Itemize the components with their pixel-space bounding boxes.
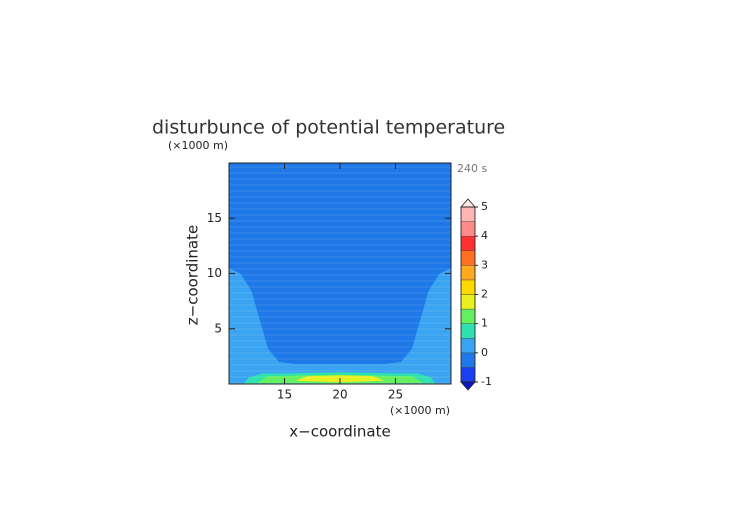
x-tick-label: 15 [277, 388, 292, 402]
colorbar-extend-high [460, 198, 476, 208]
y-tick-label: 10 [207, 266, 222, 280]
colorbar-segment [460, 367, 476, 383]
y-axis-label: z−coordinate [184, 225, 202, 325]
colorbar-tick-label: 5 [481, 200, 488, 213]
colorbar-tick-label: 0 [481, 346, 488, 359]
colorbar-tick-label: 1 [481, 317, 488, 330]
colorbar-segment [460, 265, 476, 281]
colorbar-tick-label: 4 [481, 229, 488, 242]
colorbar-segment [460, 352, 476, 368]
y-tick-label: 15 [207, 211, 222, 225]
y-unit: (×1000 m) [168, 139, 228, 152]
colorbar-segment [460, 250, 476, 266]
colorbar-tick-label: 3 [481, 258, 488, 271]
colorbar-segment [460, 221, 476, 237]
plot-area [229, 163, 451, 384]
colorbar-tick-label: 2 [481, 288, 488, 301]
colorbar-segment [460, 338, 476, 354]
x-tick-label: 25 [388, 388, 403, 402]
colorbar-segment [460, 294, 476, 310]
colorbar-segment [460, 323, 476, 339]
colorbar-segment [460, 206, 476, 222]
x-axis-label: x−coordinate [289, 423, 390, 441]
colorbar-segment [460, 235, 476, 251]
colorbar-segment [460, 308, 476, 324]
contour-region [229, 163, 451, 384]
x-unit: (×1000 m) [390, 404, 450, 417]
colorbar-tick-label: -1 [481, 375, 492, 388]
contour-region [229, 268, 451, 384]
chart-title: disturbunce of potential temperature [152, 117, 505, 139]
annotation: 240 s [457, 162, 487, 175]
colorbar-segment [460, 279, 476, 295]
y-tick-label: 5 [214, 321, 222, 335]
x-tick-label: 20 [332, 388, 347, 402]
colorbar-extend-low [460, 381, 476, 391]
